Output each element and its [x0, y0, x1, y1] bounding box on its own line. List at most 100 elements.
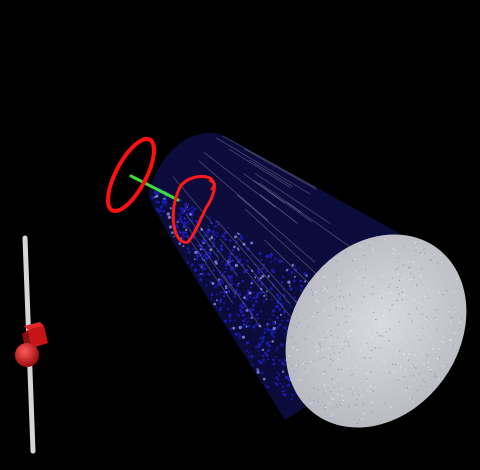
point-cloud-dot — [269, 261, 272, 263]
point-cloud-dot — [294, 268, 298, 272]
point-cloud-dot — [221, 274, 224, 277]
cap-point — [302, 363, 305, 365]
cap-point — [316, 299, 318, 301]
cap-point — [295, 364, 297, 366]
point-cloud-dot — [179, 215, 182, 218]
point-cloud-dot — [213, 233, 216, 236]
point-cloud-dot — [300, 284, 304, 288]
cap-point — [340, 368, 343, 371]
cap-point — [323, 371, 325, 373]
point-cloud-dot — [275, 356, 278, 358]
point-cloud-dot — [218, 308, 222, 312]
cap-point — [443, 336, 445, 339]
cap-point — [389, 372, 391, 374]
cap-point — [333, 382, 335, 384]
cap-point — [295, 326, 298, 328]
cap-point — [317, 397, 319, 399]
cap-point — [418, 333, 420, 336]
cap-point — [313, 399, 315, 402]
point-cloud-dot — [237, 332, 240, 335]
cap-point — [396, 299, 399, 302]
cap-point — [317, 401, 319, 403]
cap-point — [355, 404, 358, 406]
point-cloud-dot — [248, 356, 250, 358]
point-cloud-dot — [289, 287, 293, 291]
cap-point — [345, 321, 347, 323]
point-cloud-dot — [277, 326, 280, 329]
point-cloud-dot — [199, 244, 203, 248]
point-cloud-dot — [271, 283, 275, 287]
point-cloud-dot — [266, 255, 269, 259]
point-cloud-dot — [283, 295, 286, 298]
point-cloud-dot — [276, 316, 279, 320]
point-cloud-dot — [259, 336, 262, 340]
point-cloud-dot — [199, 277, 203, 282]
cap-point — [363, 255, 365, 257]
point-cloud-dot — [191, 219, 194, 222]
cap-point — [347, 331, 349, 334]
point-cloud-dot — [204, 248, 207, 251]
point-cloud-dot — [214, 285, 217, 289]
cap-point — [397, 379, 400, 381]
cap-point — [438, 347, 441, 350]
cap-point — [341, 307, 344, 310]
point-cloud-dot — [221, 234, 225, 238]
cap-point — [349, 388, 352, 390]
cap-point — [324, 384, 326, 386]
cap-point — [389, 406, 391, 408]
point-cloud-dot — [219, 291, 222, 294]
cap-point — [317, 301, 319, 303]
cap-point — [405, 390, 407, 392]
cap-point — [321, 338, 323, 341]
cap-point — [288, 355, 291, 357]
cap-point — [442, 294, 444, 296]
point-cloud-dot — [238, 336, 241, 339]
cap-point — [382, 315, 384, 317]
point-cloud-dot — [184, 205, 188, 208]
cap-point — [419, 301, 422, 304]
cap-point — [397, 322, 399, 324]
point-cloud-dot — [176, 221, 179, 224]
cap-point — [338, 280, 341, 282]
cap-point — [358, 394, 360, 396]
point-cloud-dot — [201, 258, 205, 262]
point-cloud-dot — [299, 279, 303, 282]
cap-point — [337, 323, 339, 326]
point-cloud-dot — [231, 259, 234, 262]
cap-point — [323, 392, 325, 395]
point-cloud-dot — [215, 253, 218, 256]
cap-point — [311, 294, 314, 296]
cap-point — [424, 381, 426, 383]
cap-point — [362, 403, 364, 406]
cap-point — [364, 357, 366, 359]
point-cloud-dot — [230, 279, 233, 282]
point-cloud-dot — [238, 258, 242, 262]
point-cloud-dot — [182, 245, 185, 248]
point-cloud-dot — [290, 270, 294, 274]
cap-point — [450, 317, 452, 319]
cap-point — [397, 267, 399, 269]
cap-point — [350, 308, 352, 311]
cap-point — [381, 326, 383, 328]
cap-point — [351, 306, 353, 308]
point-cloud-dot — [275, 383, 279, 387]
cap-point — [329, 314, 331, 316]
red-sphere-marker[interactable] — [15, 343, 39, 367]
point-cloud-dot — [178, 230, 182, 234]
cap-point — [328, 347, 330, 349]
point-cloud-dot — [250, 241, 254, 245]
point-cloud-dot — [245, 317, 247, 320]
cap-point — [435, 376, 438, 378]
point-cloud-dot — [210, 235, 213, 238]
point-cloud-dot — [258, 324, 262, 328]
cap-point — [316, 389, 319, 391]
green-connector-line — [129, 174, 180, 202]
point-cloud-dot — [228, 252, 232, 256]
cap-point — [423, 325, 425, 328]
point-cloud-dot — [236, 313, 238, 315]
cap-point — [347, 367, 349, 369]
red-ring-target[interactable] — [99, 133, 163, 218]
cap-point — [370, 411, 373, 413]
